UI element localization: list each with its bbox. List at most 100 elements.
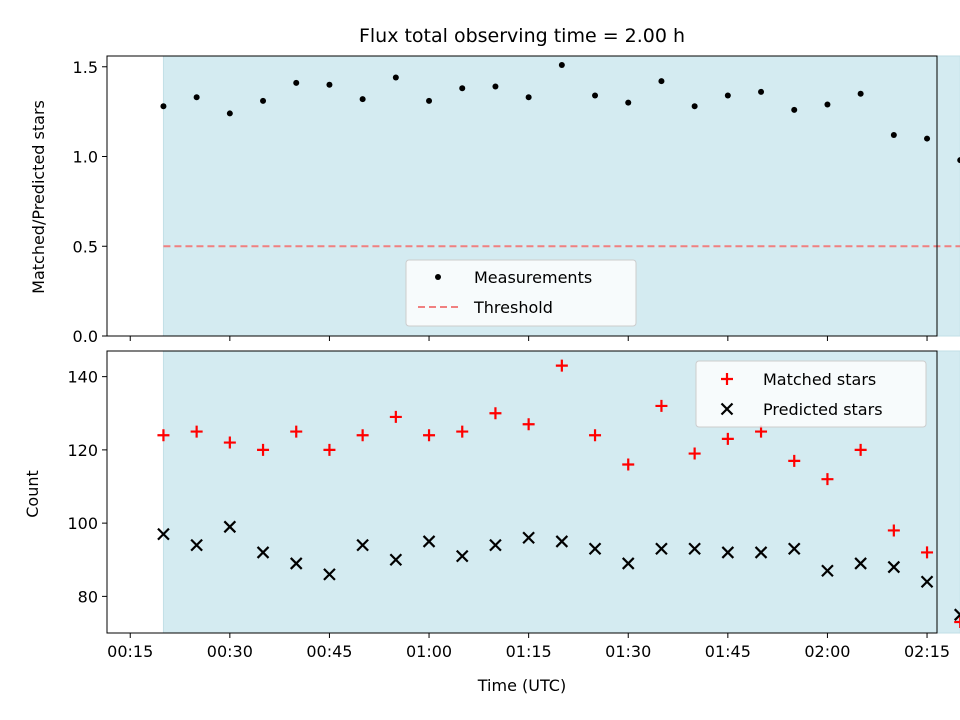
top-legend: Measurements Threshold bbox=[405, 259, 637, 327]
predicted-star-point bbox=[621, 557, 635, 570]
matched-star-point bbox=[190, 425, 203, 438]
legend-predicted-marker bbox=[720, 402, 734, 416]
measurement-point bbox=[160, 103, 167, 110]
matched-star-point bbox=[356, 429, 369, 442]
measurement-point bbox=[459, 85, 466, 92]
legend-measurements-marker bbox=[435, 274, 441, 280]
matched-star-point bbox=[290, 425, 303, 438]
y-tick-label: 0.5 bbox=[73, 237, 98, 256]
measurement-point bbox=[924, 135, 931, 142]
matched-star-point bbox=[257, 443, 270, 456]
matched-star-point bbox=[821, 473, 834, 486]
y-tick-label: 80 bbox=[78, 587, 98, 606]
x-tick-label: 01:45 bbox=[705, 642, 751, 661]
measurement-point bbox=[193, 94, 200, 101]
x-tick-label: 02:15 bbox=[904, 642, 950, 661]
matched-star-point bbox=[522, 418, 535, 431]
measurement-point bbox=[326, 81, 333, 88]
predicted-star-point bbox=[588, 542, 602, 556]
predicted-star-point bbox=[821, 564, 834, 578]
predicted-star-point bbox=[754, 546, 768, 559]
measurement-point bbox=[791, 106, 798, 113]
matched-star-point bbox=[854, 443, 867, 456]
measurement-point bbox=[890, 131, 897, 138]
x-tick-label: 00:15 bbox=[107, 642, 153, 661]
predicted-star-point bbox=[422, 535, 436, 548]
predicted-star-point bbox=[289, 557, 303, 570]
measurement-point bbox=[558, 61, 565, 68]
matched-star-point bbox=[954, 616, 960, 629]
legend-predicted-label: Predicted stars bbox=[763, 400, 883, 419]
x-tick-label: 01:00 bbox=[406, 642, 452, 661]
x-tick-label: 01:30 bbox=[605, 642, 651, 661]
predicted-star-point bbox=[887, 560, 901, 574]
top-panel: 0.0 0.5 1.0 1.5 Measurements Threshold bbox=[73, 55, 960, 346]
predicted-star-point bbox=[655, 542, 668, 556]
matched-star-point bbox=[223, 436, 236, 449]
predicted-star-point bbox=[854, 557, 867, 570]
measurement-point bbox=[592, 92, 599, 99]
predicted-star-point bbox=[721, 546, 735, 559]
y-tick-label: 120 bbox=[67, 441, 98, 460]
measurement-point bbox=[525, 94, 532, 101]
y-tick-label: 1.0 bbox=[73, 148, 98, 167]
measurement-point bbox=[758, 88, 765, 95]
predicted-star-point bbox=[256, 546, 270, 559]
measurement-point bbox=[857, 90, 864, 97]
measurement-point bbox=[359, 96, 366, 103]
predicted-star-point bbox=[787, 542, 801, 556]
predicted-star-point bbox=[223, 520, 237, 534]
measurement-point bbox=[226, 110, 233, 117]
matched-star-point bbox=[622, 458, 635, 471]
predicted-star-point bbox=[953, 608, 960, 621]
matched-star-point bbox=[456, 425, 469, 438]
legend-matched-label: Matched stars bbox=[763, 370, 876, 389]
measurement-point bbox=[392, 74, 399, 81]
y-tick-label: 100 bbox=[67, 514, 98, 533]
measurement-point bbox=[260, 97, 267, 104]
x-tick-label: 01:15 bbox=[506, 642, 552, 661]
matched-star-point bbox=[323, 443, 336, 456]
matched-star-point bbox=[721, 432, 734, 445]
predicted-star-point bbox=[522, 531, 535, 545]
matched-star-point bbox=[389, 410, 402, 423]
matched-star-point bbox=[755, 425, 768, 438]
matched-star-point bbox=[921, 546, 934, 559]
measurement-point bbox=[426, 97, 433, 104]
predicted-star-point bbox=[489, 538, 502, 552]
y-tick-label: 1.5 bbox=[73, 58, 98, 77]
y-tick-label: 0.0 bbox=[73, 327, 98, 346]
y-tick-label: 140 bbox=[67, 368, 98, 387]
measurement-point bbox=[658, 78, 665, 85]
predicted-star-point bbox=[555, 535, 569, 548]
bottom-panel: 80 100 120 140 00:15 00:30 00:45 01:00 01:15 01:3… bbox=[67, 350, 960, 661]
predicted-star-point bbox=[190, 538, 203, 552]
measurement-point bbox=[293, 79, 300, 86]
predicted-star-point bbox=[157, 527, 170, 541]
predicted-star-point bbox=[389, 553, 403, 567]
predicted-star-point bbox=[323, 568, 336, 581]
matched-star-point bbox=[589, 429, 602, 442]
x-tick-label: 00:30 bbox=[207, 642, 253, 661]
predicted-star-point bbox=[688, 542, 701, 556]
matched-star-point bbox=[688, 447, 701, 460]
x-axis-label: Time (UTC) bbox=[477, 676, 566, 695]
matched-star-point bbox=[423, 429, 436, 442]
matched-star-point bbox=[489, 407, 502, 420]
measurement-point bbox=[724, 92, 731, 99]
legend-threshold-label: Threshold bbox=[473, 298, 553, 317]
bottom-legend-box bbox=[695, 360, 927, 428]
matched-star-point bbox=[655, 399, 668, 412]
predicted-star-point bbox=[455, 549, 469, 563]
measurement-point bbox=[824, 101, 831, 108]
measurement-point bbox=[492, 83, 499, 90]
top-axes-frame bbox=[106, 55, 938, 337]
x-tick-label: 00:45 bbox=[306, 642, 352, 661]
matched-star-point bbox=[887, 524, 900, 537]
matched-star-point bbox=[555, 359, 568, 372]
measurement-point bbox=[957, 157, 960, 164]
chart-title: Flux total observing time = 2.00 h bbox=[359, 25, 685, 47]
predicted-star-point bbox=[920, 575, 934, 589]
legend-matched-marker bbox=[721, 373, 733, 385]
